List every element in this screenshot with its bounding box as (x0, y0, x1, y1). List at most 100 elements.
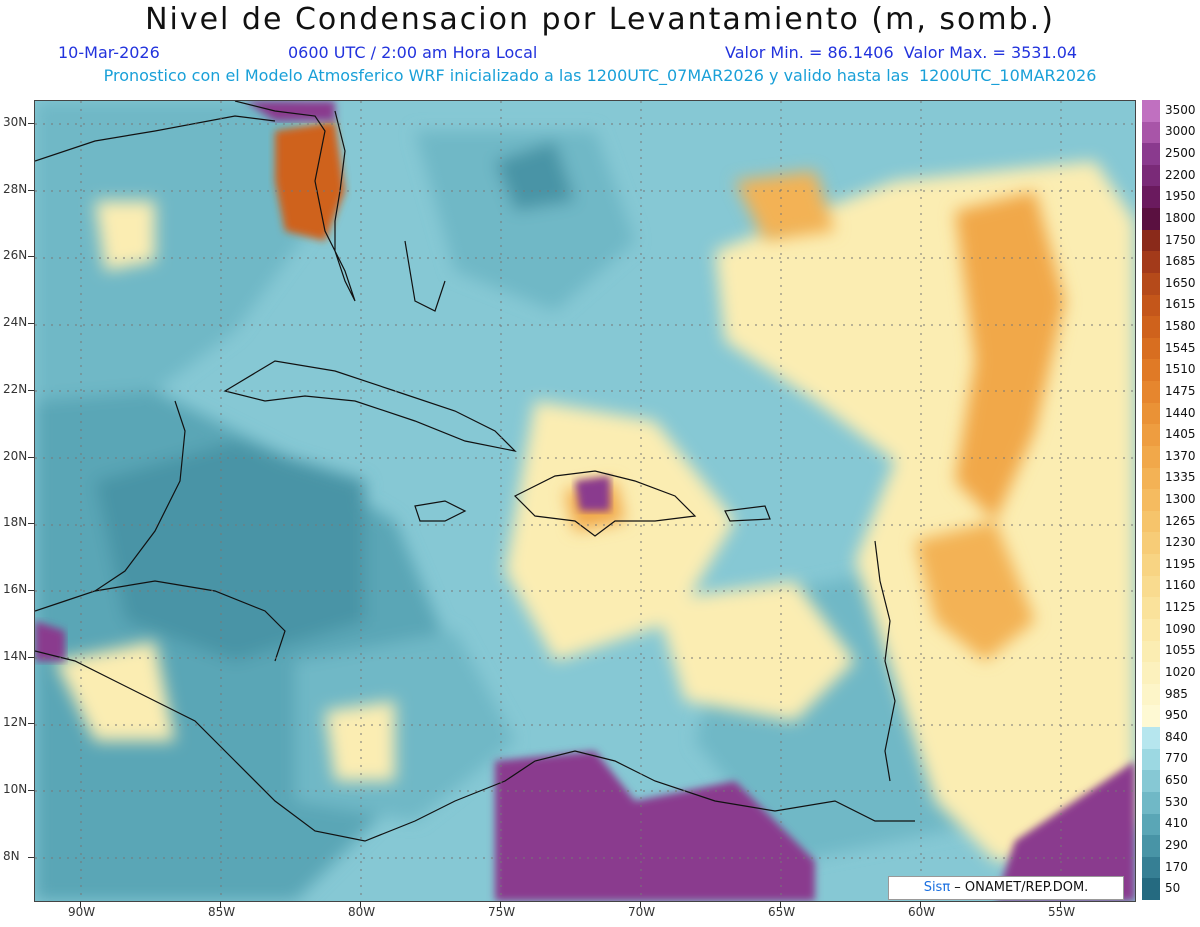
gulf-coast (35, 115, 276, 162)
model-description: Pronostico con el Modelo Atmosferico WRF… (103, 66, 1097, 85)
legend-value-label: 1510 (1165, 362, 1196, 377)
legend-swatch (1142, 662, 1160, 685)
lon-tick (640, 901, 641, 907)
west-purple (35, 621, 65, 661)
legend-swatch (1142, 143, 1160, 166)
lat-tick-label: 30N (3, 115, 28, 129)
legend-value-label: 840 (1165, 729, 1188, 744)
venezuela-purple (495, 751, 815, 901)
legend-swatch (1142, 532, 1160, 555)
legend-value-label: 50 (1165, 881, 1181, 896)
legend-swatch (1142, 337, 1160, 360)
legend-value-label: 1650 (1165, 275, 1196, 290)
lon-tick (780, 901, 781, 907)
legend-swatch (1142, 121, 1160, 144)
legend-value-label: 650 (1165, 773, 1188, 788)
legend-value-label: 2500 (1165, 146, 1196, 161)
legend-swatch (1142, 489, 1160, 512)
legend-swatch (1142, 208, 1160, 231)
central-south-america-coast (35, 650, 915, 842)
florida-coast (234, 101, 356, 302)
legend-value-label: 290 (1165, 837, 1188, 852)
legend-value-label: 1800 (1165, 210, 1196, 225)
jamaica (414, 500, 467, 522)
legend-value-label: 950 (1165, 708, 1188, 723)
legend-swatch (1142, 467, 1160, 490)
legend-swatch (1142, 835, 1160, 858)
yucatan-belize (35, 400, 186, 612)
lon-tick (360, 901, 361, 907)
credit-text: – ONAMET/REP.DOM. (950, 880, 1089, 895)
legend-value-label: 1090 (1165, 621, 1196, 636)
color-legend (1142, 100, 1160, 901)
cuba (223, 360, 517, 452)
legend-value-label: 1750 (1165, 232, 1196, 247)
legend-value-label: 770 (1165, 751, 1188, 766)
legend-swatch (1142, 510, 1160, 533)
legend-value-label: 1405 (1165, 427, 1196, 442)
legend-swatch (1142, 316, 1160, 339)
legend-swatch (1142, 727, 1160, 750)
lon-tick-label: 70W (628, 905, 656, 919)
legend-swatch (1142, 100, 1160, 123)
lat-tick (28, 389, 34, 391)
legend-swatch (1142, 554, 1160, 577)
legend-swatch (1142, 164, 1160, 187)
lon-tick (500, 901, 501, 907)
lat-tick (28, 589, 34, 591)
lon-tick (920, 901, 921, 907)
legend-value-label: 985 (1165, 686, 1188, 701)
lat-tick-label: 28N (3, 181, 28, 196)
legend-swatch (1142, 770, 1160, 793)
legend-swatch (1142, 575, 1160, 598)
lat-tick-label: 16N (3, 581, 28, 596)
legend-value-label: 1300 (1165, 492, 1196, 506)
lat-tick (28, 656, 34, 658)
legend-value-label: 410 (1165, 816, 1188, 831)
legend-swatch (1142, 251, 1160, 274)
legend-value-label: 530 (1165, 794, 1188, 809)
lon-tick-label: 85W (208, 905, 236, 919)
lat-tick-label: 12N (3, 715, 28, 730)
legend-swatch (1142, 229, 1160, 252)
map-panel (34, 100, 1136, 902)
legend-value-label: 3000 (1165, 124, 1196, 139)
lon-tick (220, 901, 221, 907)
legend-swatch (1142, 424, 1160, 447)
legend-swatch (1142, 359, 1160, 382)
lon-tick-label: 55W (1048, 905, 1076, 919)
legend-swatch (1142, 618, 1160, 642)
legend-swatch (1142, 272, 1160, 296)
map-title: Nivel de Condensacion por Levantamiento … (145, 2, 1055, 37)
legend-value-label: 3500 (1165, 102, 1196, 117)
lat-tick-label: 26N (3, 248, 28, 263)
lon-tick (80, 901, 81, 907)
lat-tick (28, 456, 34, 458)
lat-tick-label: 14N (3, 648, 28, 663)
forecast-date: 10-Mar-2026 (58, 43, 160, 62)
legend-value-label: 1020 (1165, 664, 1196, 679)
lat-tick (28, 523, 34, 525)
lat-tick (28, 189, 34, 191)
grid-lines (35, 101, 1135, 901)
legend-value-label: 1950 (1165, 189, 1196, 204)
legend-value-label: 1195 (1165, 556, 1196, 571)
lat-tick-label: 18N (3, 515, 28, 530)
lat-tick (28, 323, 34, 325)
lon-tick-label: 65W (768, 905, 796, 919)
hispaniola (513, 470, 697, 537)
legend-value-label: 1685 (1165, 254, 1196, 269)
lat-tick (28, 856, 34, 858)
coastlines (35, 101, 915, 842)
lcl-field-map (35, 101, 1135, 901)
legend-swatch (1142, 597, 1160, 620)
forecast-time: 0600 UTC / 2:00 am Hora Local (288, 43, 538, 62)
lat-tick (28, 790, 34, 791)
lon-tick (1060, 901, 1061, 907)
legend-swatch (1142, 878, 1160, 901)
legend-swatch (1142, 813, 1160, 836)
lat-tick (28, 123, 34, 124)
legend-swatch (1142, 445, 1160, 469)
legend-value-label: 1615 (1165, 297, 1196, 312)
legend-swatch (1142, 402, 1160, 425)
